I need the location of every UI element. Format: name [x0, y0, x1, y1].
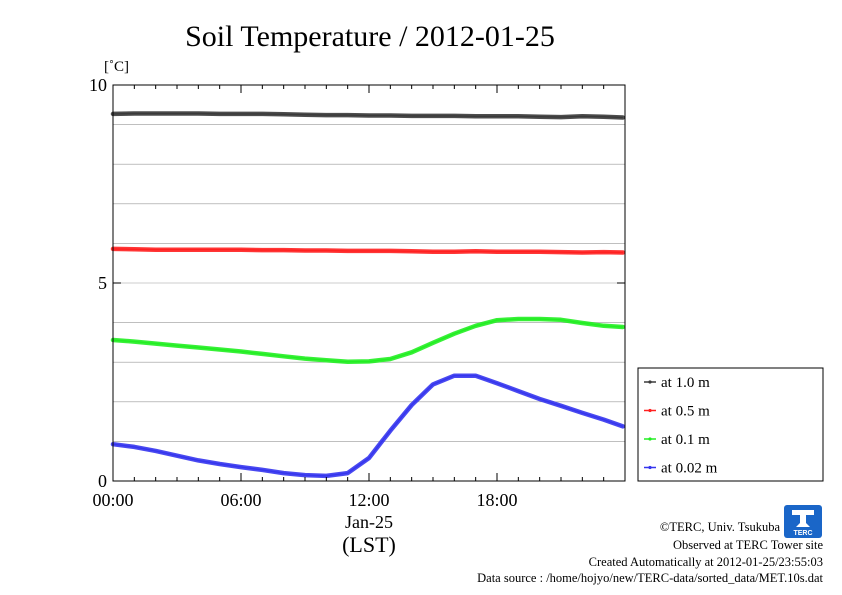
credit-created: Created Automatically at 2012-01-25/23:5…: [589, 555, 823, 569]
axis-ticks: [112, 84, 626, 482]
y-tick-label: 5: [98, 273, 107, 293]
x-tick-label: 18:00: [476, 490, 517, 510]
series-line-3: [110, 373, 626, 479]
credit-copyright: ©TERC, Univ. Tsukuba: [660, 520, 781, 534]
legend-entries: at 1.0 m at 0.5 m at 0.1 m at 0.02 m: [644, 375, 718, 477]
y-tick-label: 0: [98, 471, 107, 491]
legend-label: at 0.02 m: [661, 461, 718, 477]
grid-lines: [113, 124, 625, 442]
credit-observed: Observed at TERC Tower site: [673, 538, 823, 552]
logo-tower-glyph: [792, 510, 814, 527]
y-axis-unit: [˚C]: [104, 59, 129, 75]
series-core-2: [112, 318, 623, 363]
legend-label: at 0.5 m: [661, 404, 710, 420]
legend: at 1.0 m at 0.5 m at 0.1 m at 0.02 m: [637, 367, 824, 482]
series-core-3: [112, 375, 624, 477]
x-axis-date-label: Jan-25: [345, 512, 393, 532]
chart-title: Soil Temperature / 2012-01-25: [185, 20, 555, 53]
terc-logo: TERC: [784, 505, 822, 538]
series-core-0: [112, 112, 623, 119]
x-axis-title: (LST): [342, 532, 396, 557]
legend-label: at 1.0 m: [661, 375, 710, 391]
legend-marker: [648, 380, 652, 384]
x-tick-label: 06:00: [220, 490, 261, 510]
logo-text: TERC: [793, 530, 812, 537]
y-tick-label: 10: [89, 75, 107, 95]
legend-marker: [648, 408, 652, 413]
axis-labels: 0 5 10 00:00 06:00 12:00 18:00: [89, 75, 518, 510]
legend-marker: [648, 465, 652, 470]
x-tick-label: 00:00: [92, 490, 133, 510]
legend-label: at 0.1 m: [661, 432, 710, 448]
series-line-2: [110, 316, 626, 365]
x-tick-label: 12:00: [348, 490, 389, 510]
credit-source: Data source : /home/hojyo/new/TERC-data/…: [477, 571, 823, 585]
series-core-1: [112, 248, 623, 254]
legend-marker: [648, 437, 652, 441]
data-series: [110, 111, 626, 479]
legend-box: [637, 367, 824, 482]
